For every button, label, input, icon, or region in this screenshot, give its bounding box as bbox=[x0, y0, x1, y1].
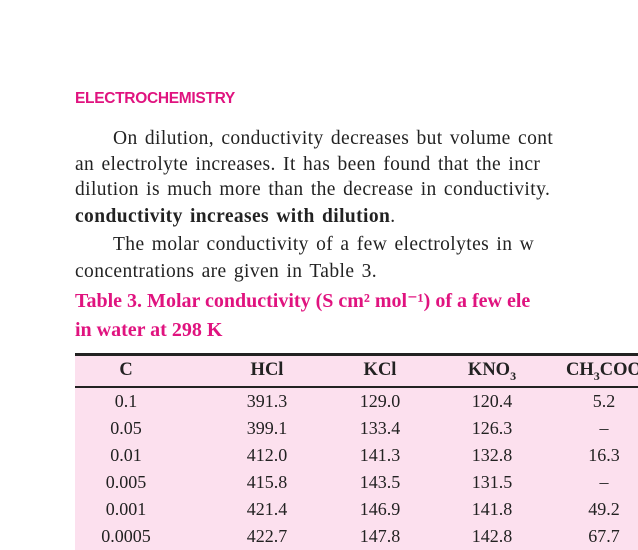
table-cell: 126.3 bbox=[471, 418, 513, 438]
table-caption: in water at 298 K bbox=[75, 319, 223, 341]
column-header: HCl bbox=[251, 360, 284, 381]
table-cell: 142.8 bbox=[471, 526, 513, 546]
text-line: an electrolyte increases. It has been fo… bbox=[75, 154, 541, 175]
table-caption: Table 3. Molar conductivity (S cm² mol⁻¹… bbox=[75, 290, 531, 312]
header-text: CH bbox=[566, 360, 594, 380]
table-cell: 412.0 bbox=[246, 445, 288, 465]
table-cell: 421.4 bbox=[246, 499, 288, 519]
text-line: concentrations are given in Table 3. bbox=[75, 261, 378, 282]
header-text: HCl bbox=[250, 360, 284, 380]
text-line: The molar conductivity of a few electrol… bbox=[113, 234, 535, 255]
table-cell: 0.1 bbox=[114, 391, 138, 411]
header-text: KCl bbox=[363, 360, 397, 380]
table-cell: 0.005 bbox=[105, 472, 147, 492]
table-cell: 16.3 bbox=[588, 445, 620, 465]
table-cell: 49.2 bbox=[588, 499, 620, 519]
text-line: conductivity increases with dilution. bbox=[75, 207, 396, 227]
table-cell: 120.4 bbox=[471, 391, 513, 411]
subscript: 3 bbox=[510, 369, 517, 383]
table-cell: 422.7 bbox=[246, 526, 288, 546]
table-cell: 5.2 bbox=[592, 391, 616, 411]
header-text: KNO bbox=[467, 360, 511, 380]
table-cell: 141.8 bbox=[471, 499, 513, 519]
table-cell: – bbox=[599, 472, 609, 492]
table-cell: 415.8 bbox=[246, 472, 288, 492]
column-header: KNO3 bbox=[468, 360, 516, 384]
text-line: dilution is much more than the decrease … bbox=[75, 179, 551, 200]
table-cell: 399.1 bbox=[246, 418, 288, 438]
table-cell: 0.001 bbox=[105, 499, 147, 519]
table-cell: 0.0005 bbox=[101, 526, 151, 546]
table-cell: 143.5 bbox=[359, 472, 401, 492]
running-header: ELECTROCHEMISTRY bbox=[75, 90, 235, 107]
table-cell: 0.05 bbox=[110, 418, 142, 438]
table-cell: 391.3 bbox=[246, 391, 288, 411]
table: C HCl KCl KNO3 CH3COO 0.1 391.3 129.0 120.4 5.2 0.… bbox=[75, 353, 638, 550]
table-cell: 129.0 bbox=[359, 391, 401, 411]
table-cell: – bbox=[599, 418, 609, 438]
column-header: KCl bbox=[364, 360, 397, 381]
subscript: 3 bbox=[593, 369, 600, 383]
table-cell: 67.7 bbox=[588, 526, 620, 546]
header-text: COO bbox=[599, 360, 638, 380]
table-cell: 0.01 bbox=[110, 445, 142, 465]
header-rule bbox=[75, 386, 638, 388]
bold-text: conductivity increases with dilution bbox=[75, 206, 391, 227]
column-header: CH3COO bbox=[566, 360, 638, 384]
table-cell: 147.8 bbox=[359, 526, 401, 546]
table-cell: 146.9 bbox=[359, 499, 401, 519]
text: . bbox=[390, 206, 396, 227]
table-cell: 131.5 bbox=[471, 472, 513, 492]
table-cell: 141.3 bbox=[359, 445, 401, 465]
header-text: C bbox=[119, 360, 133, 380]
column-header: C bbox=[119, 360, 132, 381]
text-line: On dilution, conductivity decreases but … bbox=[113, 128, 554, 149]
table-cell: 132.8 bbox=[471, 445, 513, 465]
table-cell: 133.4 bbox=[359, 418, 401, 438]
